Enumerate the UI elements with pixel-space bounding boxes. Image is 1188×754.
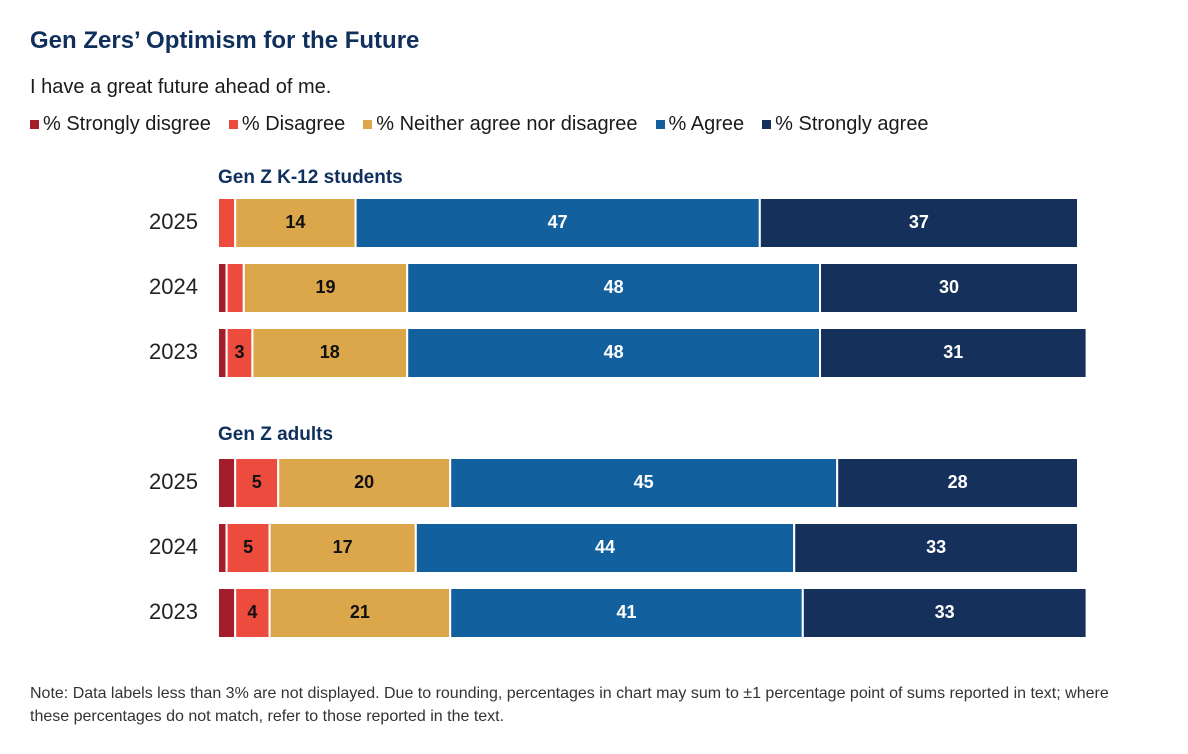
- bar-segment-agree: [449, 587, 804, 639]
- bar-segment-neither: [277, 457, 452, 509]
- year-label: 2024: [149, 274, 198, 299]
- data-label: 5: [252, 472, 262, 492]
- bar-segment-strongly-disagree: [217, 262, 228, 314]
- data-label: 37: [909, 212, 929, 232]
- data-label: 20: [354, 472, 374, 492]
- bar-segment-strongly-agree: [758, 197, 1079, 249]
- data-label: 18: [320, 342, 340, 362]
- data-label: 30: [939, 277, 959, 297]
- group-label: Gen Z adults: [218, 424, 333, 445]
- data-label: 47: [548, 212, 568, 232]
- bar-segment-strongly-agree: [801, 587, 1088, 639]
- legend-swatch: [762, 120, 772, 129]
- data-label: 14: [285, 212, 305, 232]
- legend-swatch: [363, 120, 373, 129]
- bar-segment-neither: [242, 262, 409, 314]
- data-label: 48: [604, 342, 624, 362]
- legend-swatch: [655, 120, 665, 129]
- year-label: 2023: [149, 599, 198, 624]
- data-label: 45: [634, 472, 654, 492]
- data-label: 41: [616, 602, 636, 622]
- data-label: 33: [926, 537, 946, 557]
- bar-segment-disagree: [234, 457, 280, 509]
- bar-segment-strongly-disagree: [217, 587, 237, 639]
- bar-segment-strongly-disagree: [217, 327, 228, 379]
- data-label: 31: [943, 342, 963, 362]
- bar-segment-agree: [406, 327, 821, 379]
- legend-label: % Neither agree nor disagree: [376, 113, 638, 135]
- legend-item-agree: % Agree: [655, 113, 745, 136]
- chart-subtitle: I have a great future ahead of me.: [30, 76, 332, 98]
- data-label: 21: [350, 602, 370, 622]
- bar-segment-disagree: [225, 262, 245, 314]
- bar-segment-strongly-disagree: [217, 457, 237, 509]
- legend-item-disagree: % Disagree: [228, 113, 346, 136]
- data-label: 17: [333, 537, 353, 557]
- legend-label: % Agree: [668, 113, 745, 135]
- year-label: 2025: [149, 469, 198, 494]
- data-label: 5: [243, 537, 253, 557]
- bar-segment-neither: [268, 522, 417, 574]
- legend-label: % Strongly agree: [775, 113, 929, 135]
- bar-segment-neither: [251, 327, 409, 379]
- data-label: 28: [948, 472, 968, 492]
- bar-segment-agree: [354, 197, 761, 249]
- legend-label: % Strongly disgree: [43, 113, 211, 135]
- year-label: 2025: [149, 209, 198, 234]
- bar-segment-strongly-agree: [793, 522, 1079, 574]
- legend: % Strongly disgree % Disagree % Neither …: [30, 113, 947, 136]
- data-label: 48: [604, 277, 624, 297]
- bar-segment-disagree: [225, 522, 271, 574]
- legend-swatch: [30, 120, 39, 129]
- year-label: 2024: [149, 534, 198, 559]
- bar-segment-disagree: [217, 197, 237, 249]
- group-label: Gen Z K-12 students: [218, 167, 403, 188]
- bar-segment-agree: [406, 262, 821, 314]
- legend-label: % Disagree: [241, 113, 346, 135]
- legend-item-strongly-agree: % Strongly agree: [762, 113, 929, 136]
- legend-item-strongly-disagree: % Strongly disgree: [30, 113, 211, 136]
- bar-segment-strongly-disagree: [217, 522, 228, 574]
- bar-segment-disagree: [225, 327, 254, 379]
- bar-segment-strongly-agree: [819, 262, 1079, 314]
- data-label: 4: [247, 602, 257, 622]
- footnote: Note: Data labels less than 3% are not d…: [30, 685, 1109, 725]
- legend-item-neither: % Neither agree nor disagree: [363, 113, 638, 136]
- year-label: 2023: [149, 339, 198, 364]
- data-label: 44: [595, 537, 615, 557]
- legend-swatch: [228, 120, 238, 129]
- data-label: 3: [234, 342, 244, 362]
- data-label: 19: [315, 277, 335, 297]
- bar-segment-strongly-agree: [836, 457, 1080, 509]
- bar-segment-strongly-agree: [819, 327, 1088, 379]
- data-label: 33: [935, 602, 955, 622]
- chart-title: Gen Zers’ Optimism for the Future: [30, 27, 420, 54]
